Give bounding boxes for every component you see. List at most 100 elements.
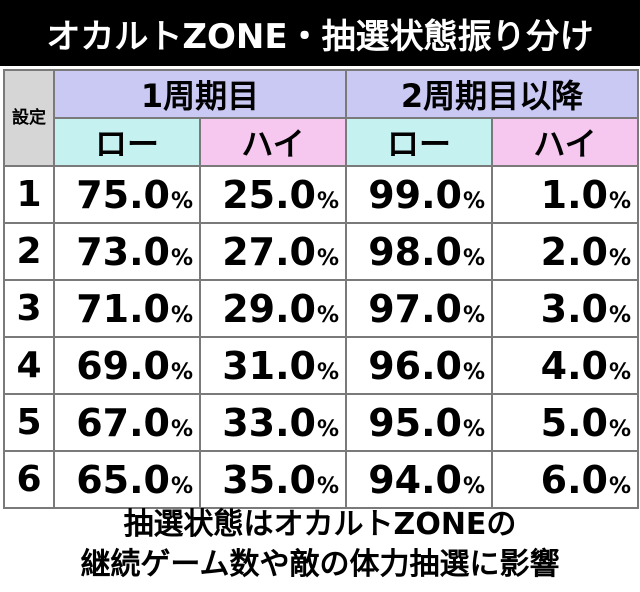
- percent-sign: %: [608, 416, 631, 442]
- percentage-value: 98.0: [368, 229, 462, 274]
- page-title: オカルトZONE・抽選状態振り分け: [46, 16, 594, 57]
- percentage-value: 97.0: [368, 286, 462, 331]
- setting-number: 6: [3, 450, 55, 509]
- percentage-cell: 71.0%: [53, 279, 201, 338]
- sub-header-low: ロー: [345, 117, 493, 167]
- percent-sign: %: [608, 359, 631, 385]
- percentage-cell: 2.0%: [491, 222, 639, 281]
- percent-sign: %: [608, 188, 631, 214]
- percentage-value: 75.0: [76, 172, 170, 217]
- percentage-cell: 96.0%: [345, 336, 493, 395]
- percentage-value: 65.0: [76, 457, 170, 502]
- setting-number: 1: [3, 165, 55, 224]
- percent-sign: %: [462, 302, 485, 328]
- setting-number: 5: [3, 393, 55, 452]
- percentage-value: 25.0: [222, 172, 316, 217]
- percent-sign: %: [316, 245, 339, 271]
- percentage-value: 5.0: [540, 400, 608, 445]
- sub-header-high: ハイ: [491, 117, 639, 167]
- percentage-value: 3.0: [540, 286, 608, 331]
- percent-sign: %: [316, 416, 339, 442]
- sub-header-high: ハイ: [199, 117, 347, 167]
- percentage-cell: 33.0%: [199, 393, 347, 452]
- percent-sign: %: [316, 473, 339, 499]
- percentage-cell: 75.0%: [53, 165, 201, 224]
- distribution-table: 設定 1周期目 2周期目以降 ロー ハイ ロー ハイ 1 75.0% 25.0% 99…: [3, 69, 639, 509]
- group-header-label: 1周期目: [140, 77, 260, 115]
- percent-sign: %: [170, 245, 193, 271]
- percentage-cell: 95.0%: [345, 393, 493, 452]
- group-header-first-cycle: 1周期目: [53, 69, 347, 119]
- percentage-value: 73.0: [76, 229, 170, 274]
- percentage-value: 67.0: [76, 400, 170, 445]
- percentage-cell: 29.0%: [199, 279, 347, 338]
- percentage-cell: 1.0%: [491, 165, 639, 224]
- percentage-cell: 73.0%: [53, 222, 201, 281]
- percentage-value: 96.0: [368, 343, 462, 388]
- percentage-cell: 27.0%: [199, 222, 347, 281]
- table-row: 3 71.0% 29.0% 97.0% 3.0%: [3, 279, 639, 338]
- percentage-cell: 6.0%: [491, 450, 639, 509]
- setting-header-label: 設定: [12, 108, 46, 128]
- percentage-cell: 25.0%: [199, 165, 347, 224]
- percentage-value: 69.0: [76, 343, 170, 388]
- table-row: 1 75.0% 25.0% 99.0% 1.0%: [3, 165, 639, 224]
- percent-sign: %: [462, 473, 485, 499]
- percentage-value: 31.0: [222, 343, 316, 388]
- setting-number: 3: [3, 279, 55, 338]
- percentage-cell: 98.0%: [345, 222, 493, 281]
- percent-sign: %: [608, 302, 631, 328]
- percentage-cell: 5.0%: [491, 393, 639, 452]
- percent-sign: %: [170, 302, 193, 328]
- percent-sign: %: [462, 245, 485, 271]
- percent-sign: %: [608, 473, 631, 499]
- percentage-cell: 97.0%: [345, 279, 493, 338]
- percentage-cell: 31.0%: [199, 336, 347, 395]
- percentage-cell: 67.0%: [53, 393, 201, 452]
- footer-line-1: 抽選状態はオカルトZONEの: [123, 507, 517, 542]
- percentage-value: 94.0: [368, 457, 462, 502]
- setting-number: 4: [3, 336, 55, 395]
- percent-sign: %: [462, 416, 485, 442]
- percentage-value: 4.0: [540, 343, 608, 388]
- group-header-second-cycle-onward: 2周期目以降: [345, 69, 639, 119]
- percentage-cell: 94.0%: [345, 450, 493, 509]
- percentage-value: 2.0: [540, 229, 608, 274]
- percentage-value: 6.0: [540, 457, 608, 502]
- table-row: 2 73.0% 27.0% 98.0% 2.0%: [3, 222, 639, 281]
- percent-sign: %: [170, 473, 193, 499]
- percent-sign: %: [608, 245, 631, 271]
- percent-sign: %: [170, 416, 193, 442]
- footer-line-2: 継続ゲーム数や敵の体力抽選に影響: [80, 547, 560, 582]
- title-bar: オカルトZONE・抽選状態振り分け: [0, 0, 640, 66]
- percent-sign: %: [170, 359, 193, 385]
- percentage-value: 33.0: [222, 400, 316, 445]
- group-header-label: 2周期目以降: [400, 77, 584, 115]
- percentage-value: 27.0: [222, 229, 316, 274]
- percent-sign: %: [316, 188, 339, 214]
- percent-sign: %: [462, 359, 485, 385]
- table-row: 5 67.0% 33.0% 95.0% 5.0%: [3, 393, 639, 452]
- percentage-value: 71.0: [76, 286, 170, 331]
- percent-sign: %: [170, 188, 193, 214]
- setting-number: 2: [3, 222, 55, 281]
- percentage-value: 35.0: [222, 457, 316, 502]
- percentage-cell: 35.0%: [199, 450, 347, 509]
- percentage-value: 1.0: [540, 172, 608, 217]
- percentage-value: 29.0: [222, 286, 316, 331]
- percentage-cell: 65.0%: [53, 450, 201, 509]
- percent-sign: %: [316, 359, 339, 385]
- percentage-cell: 3.0%: [491, 279, 639, 338]
- percent-sign: %: [316, 302, 339, 328]
- sub-header-low: ロー: [53, 117, 201, 167]
- percentage-value: 99.0: [368, 172, 462, 217]
- percentage-cell: 99.0%: [345, 165, 493, 224]
- percentage-cell: 4.0%: [491, 336, 639, 395]
- footer-note: 抽選状態はオカルトZONEの 継続ゲーム数や敵の体力抽選に影響: [0, 505, 640, 585]
- percentage-cell: 69.0%: [53, 336, 201, 395]
- percent-sign: %: [462, 188, 485, 214]
- table-row: 6 65.0% 35.0% 94.0% 6.0%: [3, 450, 639, 509]
- setting-header: 設定: [3, 69, 55, 167]
- percentage-value: 95.0: [368, 400, 462, 445]
- table-row: 4 69.0% 31.0% 96.0% 4.0%: [3, 336, 639, 395]
